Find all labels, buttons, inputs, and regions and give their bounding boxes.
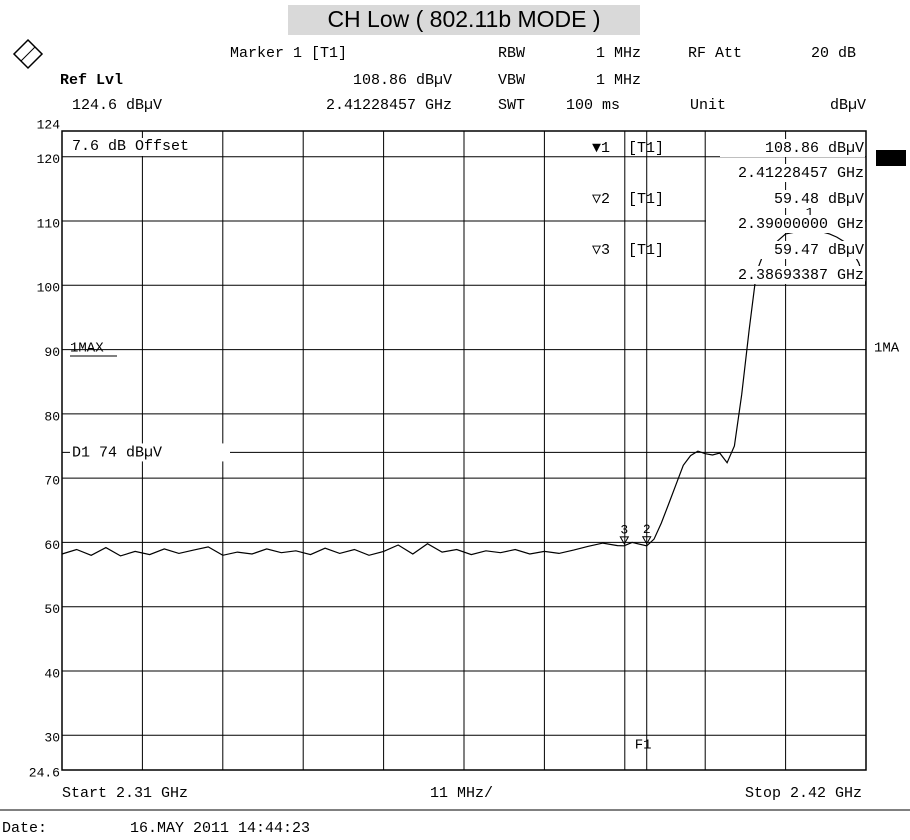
label-bg (706, 266, 865, 284)
marker-freq: 2.41228457 GHz (326, 97, 452, 114)
marker-freq: 2.39000000 GHz (738, 216, 864, 233)
date-label: Date: (2, 820, 47, 837)
label-bg (720, 190, 865, 208)
trace-label: 1MAX (70, 341, 104, 357)
trace (61, 227, 867, 557)
display-line-label: D1 74 dBµV (72, 444, 162, 461)
unit-label: Unit (690, 97, 726, 114)
title-bg (288, 5, 640, 35)
y-tick-label: 70 (44, 474, 60, 489)
label-bg (68, 138, 194, 156)
frequency-line-label: F1 (635, 738, 652, 754)
marker-label: 2 (643, 522, 651, 537)
marker-freq: 2.41228457 GHz (738, 165, 864, 182)
rf-att: 20 dB (811, 45, 856, 62)
marker-trace: [T1] (628, 140, 664, 157)
side-label: 1MA (874, 341, 900, 357)
label-bg (70, 443, 230, 462)
rbw: 1 MHz (596, 45, 641, 62)
marker-symbol: ▽2 (592, 191, 610, 208)
label-bg (706, 164, 865, 182)
side-block (876, 150, 906, 166)
marker-trace: [T1] (628, 191, 664, 208)
y-tick-label: 110 (37, 216, 60, 231)
marker-label: 3 (620, 522, 628, 537)
marker-trace: [T1] (628, 242, 664, 259)
marker-level: 108.86 dBµV (765, 140, 864, 157)
span: 11 MHz/ (430, 785, 493, 802)
marker-symbol: ▼1 (592, 140, 610, 157)
swt-label: SWT (498, 97, 525, 114)
y-tick-label: 50 (44, 602, 60, 617)
y-tick-label: 120 (37, 152, 60, 167)
y-tick-label: 100 (37, 281, 60, 296)
marker-level: 59.48 dBµV (774, 191, 864, 208)
marker-level: 59.47 dBµV (774, 242, 864, 259)
rbw-label: RBW (498, 45, 525, 62)
y-tick-label: 90 (44, 345, 60, 360)
ref-lvl: 124.6 dBµV (72, 97, 162, 114)
offset-label: 7.6 dB Offset (72, 138, 189, 155)
logo (12, 38, 44, 70)
marker-header: Marker 1 [T1] (230, 45, 347, 62)
stop: Stop 2.42 GHz (745, 785, 862, 802)
start: Start 2.31 GHz (62, 785, 188, 802)
y-tick-label: 80 (44, 409, 60, 424)
y-tick-label: 124 (37, 117, 61, 132)
marker-level: 108.86 dBµV (353, 72, 452, 89)
vbw: 1 MHz (596, 72, 641, 89)
label-bg (706, 215, 865, 233)
ref-lvl-label: Ref Lvl (60, 72, 123, 89)
y-tick-label: 40 (44, 666, 60, 681)
marker (619, 536, 630, 545)
label-bg (720, 241, 865, 259)
label-bg (720, 139, 865, 157)
vbw-label: VBW (498, 72, 525, 89)
unit: dBµV (830, 97, 866, 114)
marker-freq: 2.38693387 GHz (738, 267, 864, 284)
y-tick-label: 60 (44, 538, 60, 553)
y-tick-label: 24.6 (29, 765, 60, 780)
marker-symbol: ▽3 (592, 242, 610, 259)
y-tick-label: 30 (44, 731, 60, 746)
rf-att-label: RF Att (688, 45, 742, 62)
title: CH Low ( 802.11b MODE ) (327, 6, 600, 32)
marker-label: 1 (806, 205, 814, 220)
swt: 100 ms (566, 97, 620, 114)
date: 16.MAY 2011 14:44:23 (130, 820, 310, 837)
marker (641, 536, 652, 545)
